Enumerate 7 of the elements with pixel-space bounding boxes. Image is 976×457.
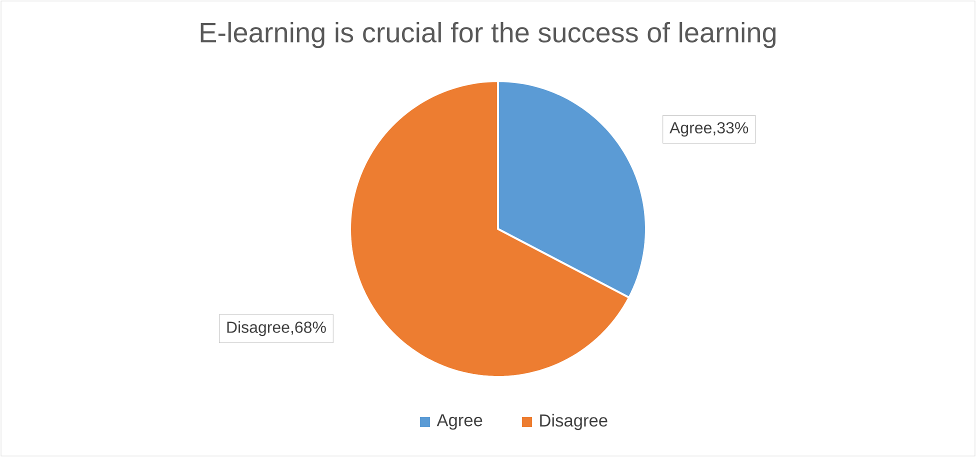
legend-label: Agree — [436, 414, 482, 430]
data-label: ,68% — [291, 322, 326, 335]
legend-label: Disagree — [540, 414, 608, 430]
slice-label: Agree — [670, 122, 712, 137]
data-label: ,33% — [714, 122, 748, 136]
slice-label: Disagree — [227, 321, 290, 336]
chart-title: E-learning is crucial for the success of learning — [200, 22, 776, 48]
